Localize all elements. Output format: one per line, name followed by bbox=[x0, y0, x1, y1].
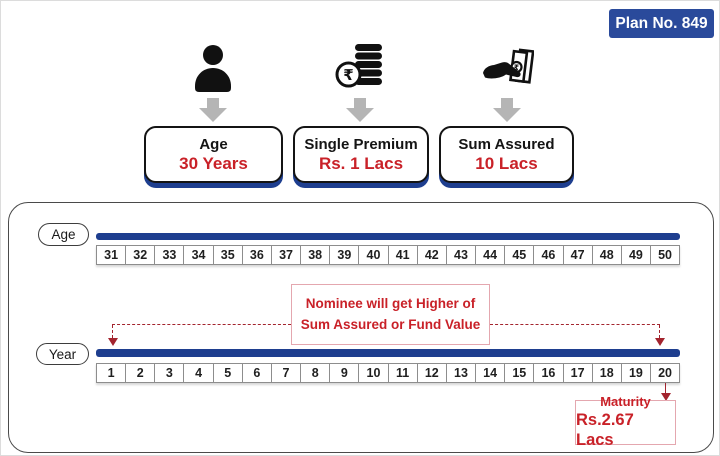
nominee-note-box: Nominee will get Higher of Sum Assured o… bbox=[291, 284, 490, 345]
nominee-dashed-drop-right bbox=[659, 325, 660, 338]
timeline-cell: 16 bbox=[533, 363, 564, 383]
timeline-cell: 20 bbox=[649, 363, 681, 383]
sum-assured-title: Sum Assured bbox=[458, 135, 555, 153]
plan-number-badge: Plan No. 849 bbox=[609, 9, 714, 38]
timeline-cell: 37 bbox=[270, 245, 302, 265]
timeline-cell: 36 bbox=[241, 245, 272, 265]
nominee-note-line2: Sum Assured or Fund Value bbox=[300, 316, 481, 332]
flow-down-arrow-icon bbox=[199, 98, 227, 127]
timeline-cell: 49 bbox=[620, 245, 651, 265]
timeline-cell: 41 bbox=[387, 245, 418, 265]
timeline-cell: 2 bbox=[125, 363, 156, 383]
timeline-cell: 43 bbox=[445, 245, 477, 265]
sum-assured-value: 10 Lacs bbox=[475, 153, 538, 173]
timeline-cell: 50 bbox=[649, 245, 681, 265]
timeline-cell: 18 bbox=[591, 363, 622, 383]
timeline-cell: 4 bbox=[183, 363, 214, 383]
timeline-cell: 17 bbox=[562, 363, 593, 383]
maturity-connector-line bbox=[665, 383, 666, 394]
age-box-value: 30 Years bbox=[179, 153, 248, 173]
person-icon bbox=[191, 44, 235, 97]
timeline-cell: 12 bbox=[416, 363, 447, 383]
timeline-cell: 11 bbox=[387, 363, 418, 383]
timeline-cell: 9 bbox=[329, 363, 360, 383]
nominee-note-line1: Nominee will get Higher of bbox=[305, 295, 476, 311]
timeline-cell: 40 bbox=[358, 245, 389, 265]
age-input-box: Age 30 Years bbox=[144, 126, 283, 183]
rupee-symbol-small: ₹ bbox=[514, 63, 519, 72]
timeline-cell: 19 bbox=[620, 363, 651, 383]
rupee-symbol: ₹ bbox=[343, 67, 353, 84]
single-premium-title: Single Premium bbox=[304, 135, 418, 153]
timeline-cell: 39 bbox=[329, 245, 360, 265]
maturity-box: Maturity Rs.2.67 Lacs bbox=[575, 394, 676, 449]
nominee-dashed-line-left bbox=[112, 324, 291, 325]
timeline-panel: Age 31 32 33 34 35 36 37 38 39 40 41 42 43 44 45 46 47 48… bbox=[8, 202, 714, 453]
nominee-dashed-line-right bbox=[490, 324, 660, 325]
rupee-coins-icon: ₹ bbox=[335, 43, 385, 94]
timeline-cell: 5 bbox=[212, 363, 243, 383]
timeline-cell: 35 bbox=[212, 245, 243, 265]
year-row-label: Year bbox=[36, 343, 89, 365]
arrowhead-down-icon bbox=[108, 338, 118, 346]
timeline-cell: 13 bbox=[445, 363, 477, 383]
year-cells-row: 1 2 3 4 5 6 7 8 9 10 11 12 13 14 15 16 17 18 19 20 bbox=[96, 363, 681, 383]
arrowhead-down-icon bbox=[661, 393, 671, 401]
timeline-cell: 47 bbox=[562, 245, 593, 265]
flow-down-arrow-icon bbox=[346, 98, 374, 127]
age-cells-row: 31 32 33 34 35 36 37 38 39 40 41 42 43 44 45 46 47 48 49 50 bbox=[96, 245, 681, 265]
single-premium-value: Rs. 1 Lacs bbox=[318, 153, 404, 173]
timeline-cell: 31 bbox=[96, 245, 127, 265]
timeline-cell: 32 bbox=[125, 245, 156, 265]
timeline-cell: 10 bbox=[358, 363, 389, 383]
timeline-cell: 7 bbox=[270, 363, 302, 383]
timeline-cell: 45 bbox=[504, 245, 535, 265]
age-box-title: Age bbox=[199, 135, 228, 153]
timeline-cell: 34 bbox=[183, 245, 214, 265]
timeline-cell: 3 bbox=[154, 363, 185, 383]
single-premium-box: Single Premium Rs. 1 Lacs bbox=[293, 126, 429, 183]
maturity-value: Rs.2.67 Lacs bbox=[576, 410, 634, 450]
age-row-label: Age bbox=[38, 223, 89, 246]
timeline-cell: 14 bbox=[475, 363, 506, 383]
timeline-cell: 44 bbox=[475, 245, 506, 265]
nominee-dashed-drop-left bbox=[112, 325, 113, 338]
flow-down-arrow-icon bbox=[493, 98, 521, 127]
timeline-cell: 42 bbox=[416, 245, 447, 265]
timeline-cell: 38 bbox=[300, 245, 331, 265]
timeline-cell: 6 bbox=[241, 363, 272, 383]
timeline-cell: 15 bbox=[504, 363, 535, 383]
timeline-cell: 8 bbox=[300, 363, 331, 383]
arrowhead-down-icon bbox=[655, 338, 665, 346]
timeline-cell: 33 bbox=[154, 245, 185, 265]
year-timeline-bar bbox=[96, 349, 680, 357]
age-timeline-bar bbox=[96, 233, 680, 240]
sum-assured-box: Sum Assured 10 Lacs bbox=[439, 126, 574, 183]
timeline-cell: 46 bbox=[533, 245, 564, 265]
timeline-cell: 1 bbox=[96, 363, 127, 383]
maturity-title: Maturity bbox=[600, 394, 651, 410]
timeline-cell: 48 bbox=[591, 245, 622, 265]
hand-cash-icon: ₹ bbox=[480, 48, 535, 95]
